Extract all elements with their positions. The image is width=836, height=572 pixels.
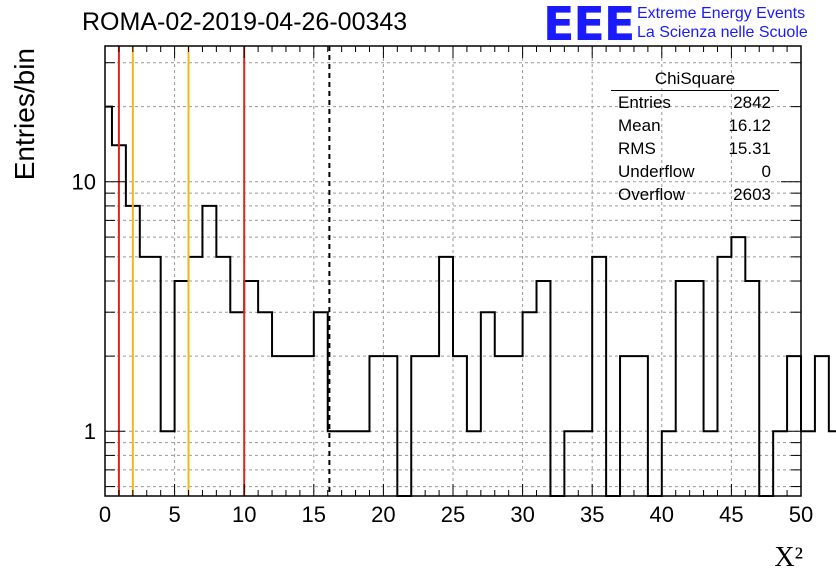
stats-label: Underflow <box>618 162 695 181</box>
stats-box: ChiSquare Entries 2842 Mean 16.12 RMS 15… <box>611 68 779 206</box>
stats-row-underflow: Underflow 0 <box>611 160 779 183</box>
stats-row-entries: Entries 2842 <box>611 91 779 114</box>
y-tick-label: 1 <box>84 419 96 444</box>
stats-value: 2603 <box>733 185 771 204</box>
x-tick-label: 25 <box>441 502 465 527</box>
y-tick-label: 10 <box>72 170 96 195</box>
stats-row-rms: RMS 15.31 <box>611 137 779 160</box>
stats-row-overflow: Overflow 2603 <box>611 183 779 206</box>
y-tick-labels: 1 10 <box>72 170 96 444</box>
stats-title: ChiSquare <box>611 68 779 91</box>
axis-ticks <box>104 46 802 496</box>
x-tick-label: 40 <box>650 502 674 527</box>
histogram-series <box>105 105 836 497</box>
stats-value: 15.31 <box>728 139 771 158</box>
logo-line-2: La Scienza nelle Scuole <box>637 24 808 41</box>
x-axis-label: X² <box>774 542 803 572</box>
reference-lines <box>117 46 331 496</box>
eee-logo: EEE <box>543 0 635 51</box>
x-tick-label: 5 <box>168 502 180 527</box>
stats-label: Entries <box>618 93 671 112</box>
logo-line-1: Extreme Energy Events <box>637 5 806 22</box>
y-axis-label: Entries/bin <box>9 48 40 180</box>
stats-value: 0 <box>761 162 771 181</box>
stats-value: 2842 <box>733 93 771 112</box>
histogram-line <box>105 105 836 497</box>
stats-label: Overflow <box>618 185 686 204</box>
x-tick-label: 10 <box>232 502 256 527</box>
stats-row-mean: Mean 16.12 <box>611 114 779 137</box>
x-tick-label: 30 <box>510 502 534 527</box>
x-tick-label: 50 <box>789 502 813 527</box>
x-tick-label: 15 <box>302 502 326 527</box>
stats-label: Mean <box>618 116 661 135</box>
chart-title: ROMA-02-2019-04-26-00343 <box>82 8 408 36</box>
x-tick-label: 35 <box>580 502 604 527</box>
stats-label: RMS <box>618 139 656 158</box>
x-tick-label: 0 <box>99 502 111 527</box>
stats-value: 16.12 <box>728 116 771 135</box>
x-tick-labels: 0 5 10 15 20 25 30 35 40 45 50 <box>99 502 813 527</box>
x-tick-label: 45 <box>719 502 743 527</box>
x-tick-label: 20 <box>371 502 395 527</box>
